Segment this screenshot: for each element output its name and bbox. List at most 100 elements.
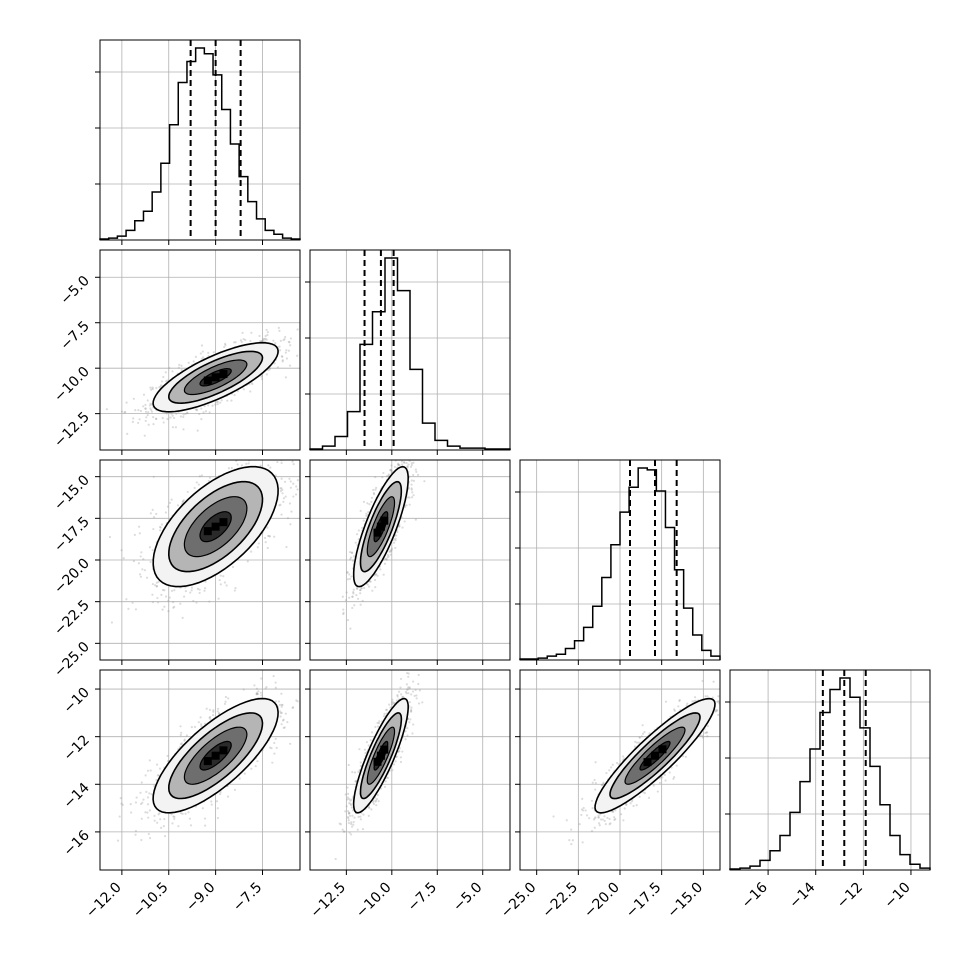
sample-point [288,502,292,505]
sample-point [151,508,154,511]
sample-point [181,500,184,503]
sample-point [181,500,185,503]
sample-point [123,411,126,414]
sample-point [264,541,267,544]
x-tick-label: −12.0 [83,880,125,922]
sample-point [412,479,416,482]
sample-point [348,577,352,580]
sample-point [162,375,165,379]
sample-point [201,356,205,359]
sample-point [143,569,146,572]
sample-point [281,355,284,358]
sample-point [405,461,408,465]
sample-point [195,601,198,604]
sample-point [175,412,178,415]
sample-point [278,349,282,352]
sample-point [356,587,359,590]
sample-point [155,581,158,584]
sample-point [222,575,225,578]
sample-point [149,407,152,410]
sample-point [295,485,298,488]
sample-point [205,707,208,710]
sample-point [179,811,183,815]
sample-point [374,476,377,479]
sample-point [348,551,352,554]
scatter-panel-0-2: −15.0−17.5−20.0−22.5−25.0 [51,458,305,681]
sample-point [307,342,309,344]
y-tick-label: −12.5 [51,409,93,451]
sample-point [173,815,176,818]
sample-point [134,408,137,412]
sample-point [218,578,221,582]
sample-point [265,328,268,332]
sample-point [180,368,183,372]
y-tick-label: −10.0 [51,364,93,406]
sample-point [148,546,152,549]
sample-point [403,460,406,464]
sample-point [303,527,305,529]
sample-point [223,345,226,349]
sample-point [391,456,393,458]
sample-point [184,812,187,815]
sample-point [281,359,284,362]
sample-point [239,339,242,342]
sample-point [224,695,227,699]
sample-point [159,384,163,387]
y-tick-label: −16 [61,827,93,859]
sample-point [281,492,284,495]
sample-point [274,342,277,345]
y-tick-label: −22.5 [51,597,93,639]
sample-point [149,769,152,772]
sample-point [151,387,154,391]
sample-point [356,597,360,600]
sample-point [214,403,217,406]
sample-point [287,340,290,343]
sample-point [415,470,418,474]
panel-frame [729,669,931,871]
density-peak [203,376,212,385]
sample-point [167,610,170,613]
sample-point [192,599,195,603]
histogram-step [99,47,301,240]
sample-point [271,761,274,764]
sample-point [182,413,185,416]
sample-point [272,458,274,460]
sample-point [155,512,158,516]
sample-point [139,791,142,794]
sample-point [263,338,266,341]
x-tick-label: −16 [739,879,771,911]
sample-point [164,380,168,383]
sample-point [275,746,278,749]
sample-point [160,523,163,526]
sample-point [351,606,354,610]
y-tick-label: −25.0 [51,639,93,681]
sample-point [250,331,253,334]
sample-point [207,351,210,354]
sample-point [186,490,189,494]
sample-point [260,378,264,381]
sample-point [341,595,344,598]
sample-point [265,373,269,376]
sample-point [258,334,261,338]
sample-point [280,711,283,714]
sample-point [382,573,385,576]
sample-point [285,545,288,549]
sample-point [147,423,150,426]
sample-point [163,605,166,608]
sample-point [342,611,345,614]
sample-point [105,408,108,411]
sample-point [388,550,391,553]
sample-point [379,568,382,571]
sample-point [348,573,351,576]
sample-point [215,800,219,803]
sample-point [344,598,348,602]
sample-point [261,339,264,342]
sample-point [201,350,204,353]
sample-point [159,525,162,529]
sample-point [242,388,245,391]
sample-point [196,409,199,412]
sample-point [240,464,244,467]
sample-point [365,514,368,517]
sample-point [408,455,410,457]
sample-point [152,415,155,419]
